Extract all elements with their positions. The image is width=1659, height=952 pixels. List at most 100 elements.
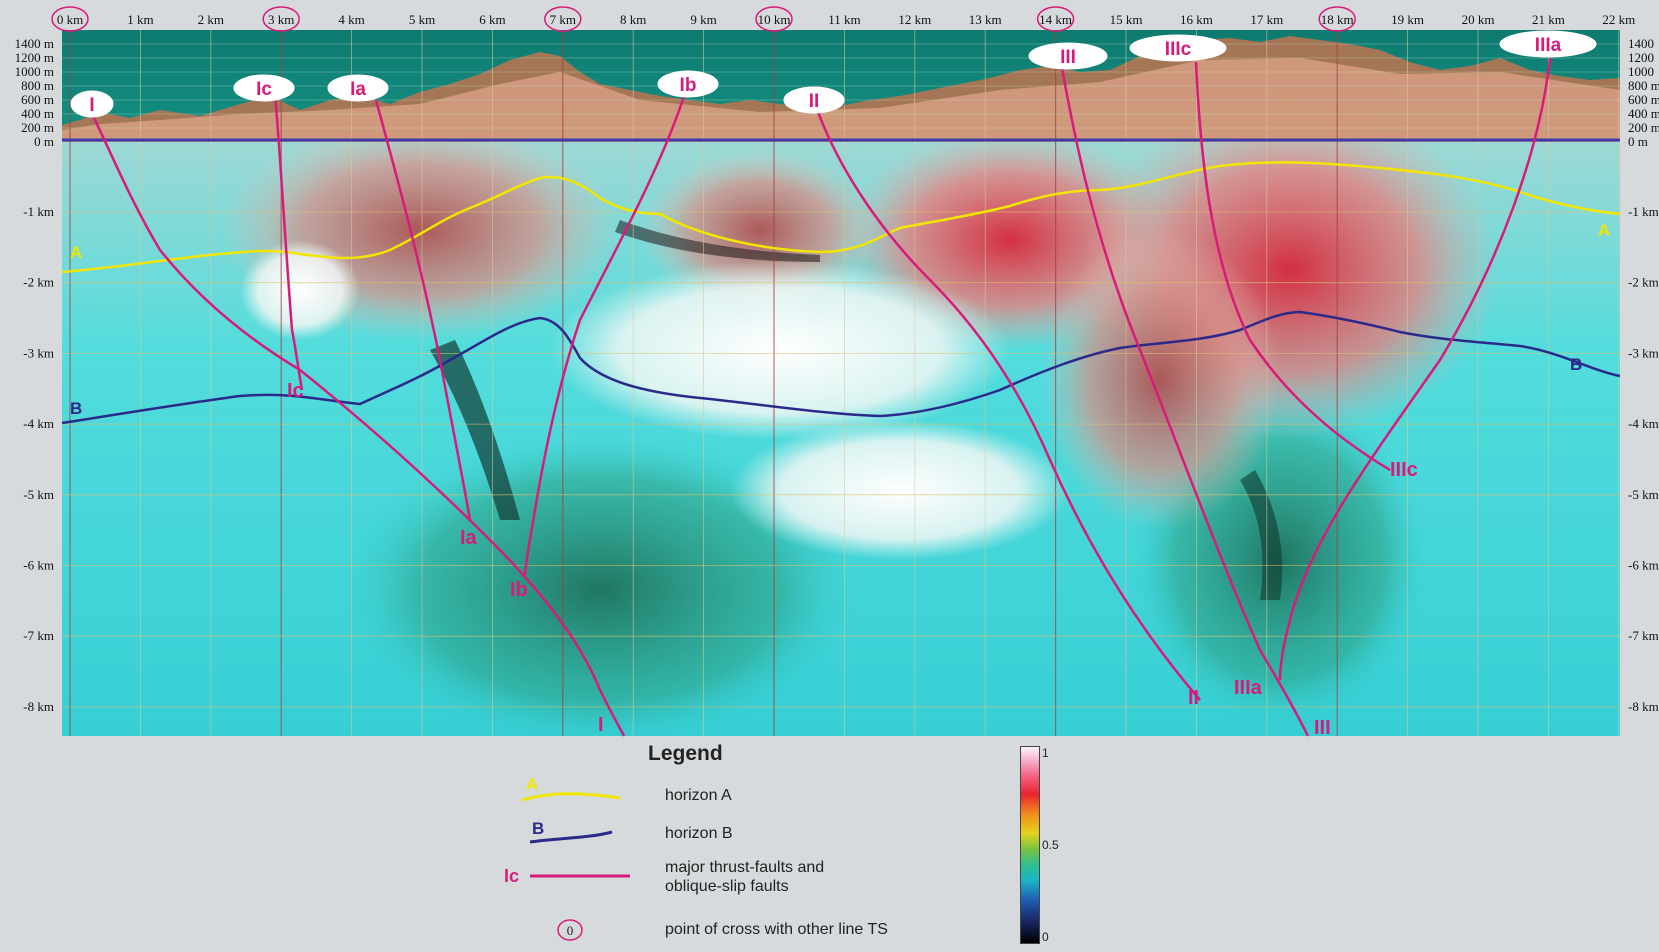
fault-oval-6 xyxy=(1129,34,1227,62)
cross-point-oval-7 xyxy=(544,6,582,32)
left-elev-label-6: 200 m xyxy=(21,120,54,135)
left-depth-axis: -1 km -2 km -3 km -4 km -5 km -6 km -7 km -8 km xyxy=(23,204,54,714)
horizon-b-label-left: B xyxy=(70,399,82,418)
left-elev-label-2: 1000 m xyxy=(15,64,54,79)
legend-row-fault: Ic major thrust-faults and oblique-slip … xyxy=(490,852,910,902)
colorbar-max-label: 1 xyxy=(1042,746,1049,760)
fault-oval-3 xyxy=(657,70,719,98)
top-km-label-11: 11 km xyxy=(828,12,860,27)
fault-oval-7 xyxy=(1499,30,1597,58)
fault-line-iiic xyxy=(1194,61,1391,472)
left-depth-label-0: -1 km xyxy=(23,204,54,219)
right-elev-label-4: 600 m xyxy=(1628,92,1659,107)
fault-surface-label-0: I xyxy=(89,95,94,116)
fault-oval-2 xyxy=(327,74,389,102)
fault-line-ii xyxy=(816,111,1201,701)
right-depth-label-1: -2 km xyxy=(1628,275,1659,290)
top-km-label-2: 2 km xyxy=(198,12,224,27)
cross-point-oval-10 xyxy=(755,6,793,32)
legend-cross-text: point of cross with other line TS xyxy=(665,921,888,938)
horizon-b-line xyxy=(61,310,1621,425)
legend-title: Legend xyxy=(648,742,723,765)
right-depth-label-5: -6 km xyxy=(1628,558,1659,573)
right-elev-label-0: 1400 xyxy=(1628,36,1654,51)
fault-depth-label-ic: Ic xyxy=(287,380,304,402)
fault-surface-label-1: Ic xyxy=(256,79,272,100)
svg-text:0: 0 xyxy=(567,923,574,938)
right-depth-label-7: -8 km xyxy=(1628,699,1659,714)
left-depth-label-6: -7 km xyxy=(23,628,54,643)
legend-fault-text: major thrust-faults and oblique-slip fau… xyxy=(665,858,824,896)
right-elev-label-2: 1000 xyxy=(1628,64,1654,79)
fault-oval-0 xyxy=(70,90,114,118)
legend-row-horizon-b: B horizon B xyxy=(490,812,910,852)
legend: Legend A horizon A B horizon B Ic major … xyxy=(490,742,1090,942)
fault-line-ia xyxy=(374,99,472,521)
fault-surface-label-7: IIIa xyxy=(1535,35,1562,56)
svg-text:Ic: Ic xyxy=(504,866,519,886)
legend-fault-text-line2: oblique-slip faults xyxy=(665,878,789,895)
left-elev-label-7: 0 m xyxy=(34,134,54,149)
top-km-label-9: 9 km xyxy=(690,12,716,27)
right-depth-label-4: -5 km xyxy=(1628,487,1659,502)
fault-surface-label-2: Ia xyxy=(350,79,366,100)
fault-depth-label-iiic: IIIc xyxy=(1390,459,1418,481)
fault-depth-label-iiia: IIIa xyxy=(1234,677,1263,699)
left-elev-label-4: 600 m xyxy=(21,92,54,107)
left-depth-label-2: -3 km xyxy=(23,345,54,360)
top-km-label-15: 15 km xyxy=(1110,12,1143,27)
fault-surface-label-6: IIIc xyxy=(1165,39,1192,60)
top-km-label-12: 12 km xyxy=(898,12,931,27)
fault-surface-label-4: II xyxy=(809,91,820,112)
fault-oval-4 xyxy=(783,86,845,114)
vertical-gridlines xyxy=(69,30,1620,736)
colorbar-min-label: 0 xyxy=(1042,930,1049,944)
cross-point-oval-18 xyxy=(1318,6,1356,32)
fault-oval-5 xyxy=(1028,42,1108,70)
left-elev-label-1: 1200 m xyxy=(15,50,54,65)
svg-text:B: B xyxy=(532,819,544,838)
top-km-label-20: 20 km xyxy=(1462,12,1495,27)
top-km-label-1: 1 km xyxy=(127,12,153,27)
horizon-b-label-right: B xyxy=(1570,355,1582,374)
fault-surface-label-5: III xyxy=(1060,47,1076,68)
legend-fault-symbol: Ic xyxy=(504,866,630,886)
svg-text:A: A xyxy=(526,775,538,794)
fault-oval-1 xyxy=(233,74,295,102)
legend-horizon-b-text: horizon B xyxy=(665,825,733,842)
top-km-axis: 0 km 1 km 2 km 3 km 4 km 5 km 6 km 7 km 8 km 9 km… xyxy=(51,6,1635,32)
fault-line-i xyxy=(90,113,626,737)
top-km-label-13: 13 km xyxy=(969,12,1002,27)
cross-point-oval-3 xyxy=(262,6,300,32)
fault-line-ic xyxy=(273,93,304,391)
right-elev-label-3: 800 m xyxy=(1628,78,1659,93)
top-km-label-22: 22 km xyxy=(1602,12,1635,27)
left-elev-label-3: 800 m xyxy=(21,78,54,93)
left-depth-label-3: -4 km xyxy=(23,416,54,431)
top-km-label-10: 10 km xyxy=(758,12,791,27)
cross-point-oval-14 xyxy=(1036,6,1075,32)
colorbar xyxy=(1020,746,1040,944)
fault-line-iii xyxy=(1060,67,1310,737)
left-depth-label-5: -6 km xyxy=(23,558,54,573)
top-km-label-6: 6 km xyxy=(479,12,505,27)
left-depth-label-1: -2 km xyxy=(23,275,54,290)
top-km-label-7: 7 km xyxy=(550,12,576,27)
fault-depth-label-i: I xyxy=(598,714,604,736)
right-depth-label-3: -4 km xyxy=(1628,416,1659,431)
top-km-label-8: 8 km xyxy=(620,12,646,27)
fault-line-iiia xyxy=(1278,57,1552,681)
horizon-a-line xyxy=(61,161,1621,274)
legend-row-cross: 0 point of cross with other line TS xyxy=(490,912,910,952)
horizon-a-label-left: A xyxy=(70,243,82,262)
top-km-label-16: 16 km xyxy=(1180,12,1213,27)
left-depth-label-4: -5 km xyxy=(23,487,54,502)
top-km-label-17: 17 km xyxy=(1250,12,1283,27)
left-elev-label-5: 400 m xyxy=(21,106,54,121)
left-elev-label-0: 1400 m xyxy=(15,36,54,51)
cross-point-oval-0 xyxy=(51,6,89,32)
